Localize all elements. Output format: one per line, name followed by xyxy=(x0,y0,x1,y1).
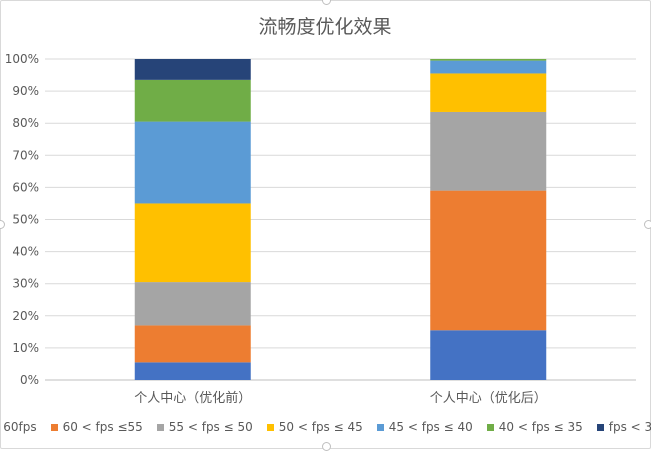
legend-label: 60 < fps ≤55 xyxy=(62,420,143,434)
bar-segment[interactable] xyxy=(430,190,547,331)
resize-handle-top[interactable] xyxy=(322,0,331,5)
y-tick-label: 60% xyxy=(12,180,39,194)
gridlines xyxy=(45,58,636,381)
y-tick-label: 30% xyxy=(12,277,39,291)
chart-title: 流畅度优化效果 xyxy=(258,16,391,38)
y-tick-label: 40% xyxy=(12,245,39,259)
bar-segment[interactable] xyxy=(134,79,251,122)
legend-item[interactable]: 45 < fps ≤ 40 xyxy=(376,420,473,434)
y-tick-label: 20% xyxy=(12,309,39,323)
bar-segment[interactable] xyxy=(430,73,547,112)
resize-handle-bottom[interactable] xyxy=(322,442,331,451)
bar-segment[interactable] xyxy=(430,330,547,380)
bar-segment[interactable] xyxy=(134,203,251,283)
legend-label: fps < 35 xyxy=(608,420,651,434)
legend-label: 60fps xyxy=(3,420,37,434)
legend-swatch xyxy=(266,423,274,431)
x-category-label: 个人中心（优化后） xyxy=(430,391,547,406)
legend-item[interactable]: 40 < fps ≤ 35 xyxy=(486,420,583,434)
legend-label: 45 < fps ≤ 40 xyxy=(388,420,473,434)
bar-segment[interactable] xyxy=(134,362,251,380)
y-tick-label: 10% xyxy=(12,341,39,355)
legend-swatch xyxy=(376,423,384,431)
y-tick-label: 80% xyxy=(12,116,39,130)
legend-item[interactable]: 55 < fps ≤ 50 xyxy=(156,420,253,434)
y-tick-label: 70% xyxy=(12,148,39,162)
bars xyxy=(134,59,547,380)
bar-segment[interactable] xyxy=(430,59,547,61)
legend: 60fps 60 < fps ≤55 55 < fps ≤ 50 50 < fps ≤… xyxy=(0,420,651,434)
y-axis: 0% 10% 20% 30% 40% 50% 60% 70% 80% 90% 100% xyxy=(5,52,39,387)
legend-label: 40 < fps ≤ 35 xyxy=(498,420,583,434)
x-category-label: 个人中心（优化前） xyxy=(134,390,251,406)
legend-swatch xyxy=(486,423,494,431)
bar-segment[interactable] xyxy=(134,282,251,326)
legend-swatch xyxy=(596,423,604,431)
legend-label: 55 < fps ≤ 50 xyxy=(168,420,253,434)
legend-item[interactable]: 50 < fps ≤ 45 xyxy=(266,420,363,434)
y-tick-label: 0% xyxy=(20,373,39,387)
legend-label: 50 < fps ≤ 45 xyxy=(278,420,363,434)
y-tick-label: 90% xyxy=(12,84,39,98)
bar-segment[interactable] xyxy=(430,111,547,191)
bar-segment[interactable] xyxy=(134,59,251,80)
legend-item[interactable]: fps < 35 xyxy=(596,420,651,434)
legend-item[interactable]: 60 < fps ≤55 xyxy=(50,420,143,434)
bar-segment[interactable] xyxy=(134,325,251,363)
resize-handle-right[interactable] xyxy=(644,220,651,229)
resize-handle-left[interactable] xyxy=(0,220,5,229)
x-axis: 个人中心（优化前） 个人中心（优化后） xyxy=(134,390,547,406)
stacked-bar-chart: 流畅度优化效果 0% 10% 20% 30% 40% 50% 60% 70% 80% 90% 100… xyxy=(5,16,636,406)
bar-segment[interactable] xyxy=(430,60,547,74)
legend-swatch xyxy=(156,423,164,431)
legend-item[interactable]: 60fps xyxy=(0,420,37,434)
y-tick-label: 50% xyxy=(12,213,39,227)
y-tick-label: 100% xyxy=(5,52,39,66)
bar-segment[interactable] xyxy=(134,121,251,204)
legend-swatch xyxy=(50,423,58,431)
